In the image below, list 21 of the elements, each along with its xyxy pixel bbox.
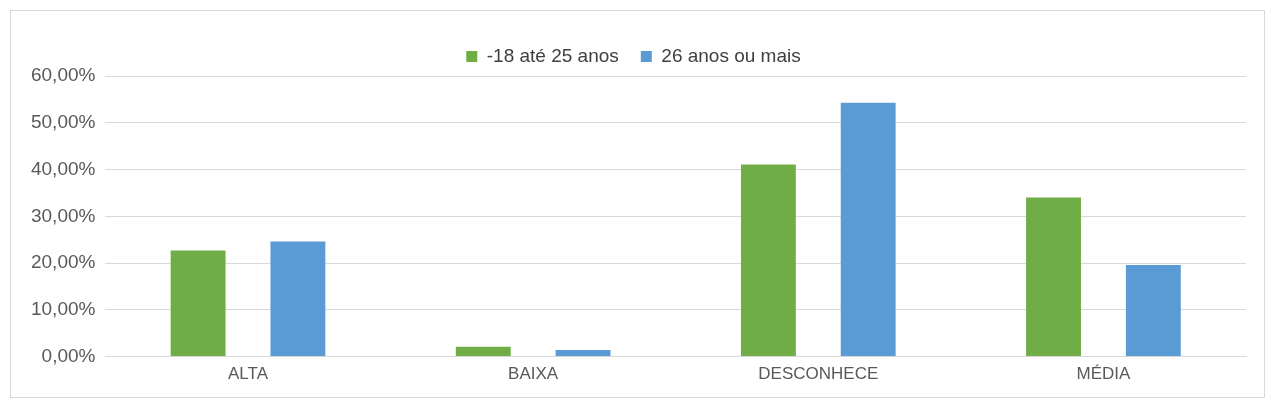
bar	[1125, 264, 1181, 357]
bar	[270, 241, 326, 357]
bar	[170, 250, 226, 357]
x-tick-label: ALTA	[228, 364, 269, 384]
bar	[555, 350, 611, 357]
bar	[740, 164, 796, 357]
x-tick-label: DESCONHECE	[758, 364, 879, 384]
y-tick-label: 20,00%	[30, 251, 96, 273]
bar	[1026, 197, 1081, 357]
y-tick-label: 40,00%	[30, 157, 96, 179]
y-tick-label: 50,00%	[30, 111, 96, 132]
y-tick-label: 30,00%	[30, 204, 96, 226]
legend-label: 26 anos ou mais	[661, 44, 801, 66]
bar	[840, 102, 896, 357]
y-tick-label: 10,00%	[30, 298, 96, 320]
x-tick-label: BAIXA	[508, 364, 559, 384]
bar	[455, 346, 511, 357]
x-tick-label: MÉDIA	[1076, 364, 1132, 384]
legend-label: -18 até 25 anos	[486, 44, 619, 66]
y-tick-label: 0,00%	[41, 344, 96, 366]
y-tick-label: 60,00%	[30, 64, 96, 86]
